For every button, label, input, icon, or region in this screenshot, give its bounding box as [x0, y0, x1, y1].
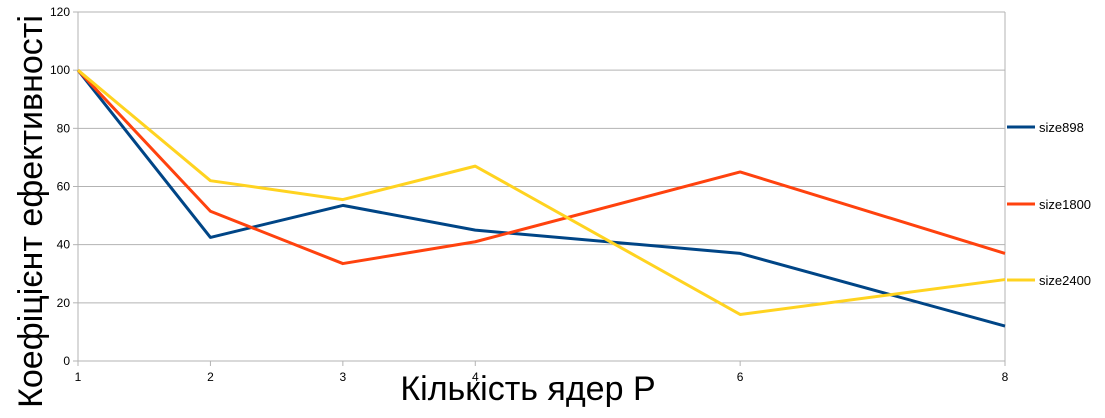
y-tick-label: 40: [57, 238, 71, 252]
x-tick-label: 2: [207, 370, 214, 384]
series-line-size1800: [76, 69, 1006, 266]
x-tick-label: 4: [472, 370, 479, 384]
x-tick-label: 8: [1002, 370, 1009, 384]
x-tick-label: 3: [340, 370, 347, 384]
y-tick-label: 0: [63, 354, 70, 368]
legend: size898 size1800 size2400: [1007, 120, 1091, 288]
y-tick-labels: 0 20 40 60 80 100 120: [50, 5, 70, 368]
series-lines: [76, 69, 1006, 328]
x-axis-title: Кількість ядер P: [400, 370, 655, 408]
series-line-size2400: [77, 69, 1006, 316]
y-tick-label: 20: [57, 296, 71, 310]
legend-label-size2400: size2400: [1039, 273, 1091, 288]
legend-label-size1800: size1800: [1039, 197, 1091, 212]
x-tick-labels: 1 2 3 4 6 8: [75, 370, 1009, 384]
y-tick-label: 60: [57, 180, 71, 194]
x-tick-label: 6: [737, 370, 744, 384]
x-tick-label: 1: [75, 370, 82, 384]
series-line-size898: [76, 69, 1006, 328]
legend-label-size898: size898: [1039, 120, 1084, 135]
y-tick-label: 120: [50, 5, 70, 19]
gridlines: [73, 11, 1006, 366]
y-tick-label: 80: [57, 121, 71, 135]
y-tick-label: 100: [50, 63, 70, 77]
y-axis-title: Коефіцієнт ефективності: [12, 15, 50, 408]
